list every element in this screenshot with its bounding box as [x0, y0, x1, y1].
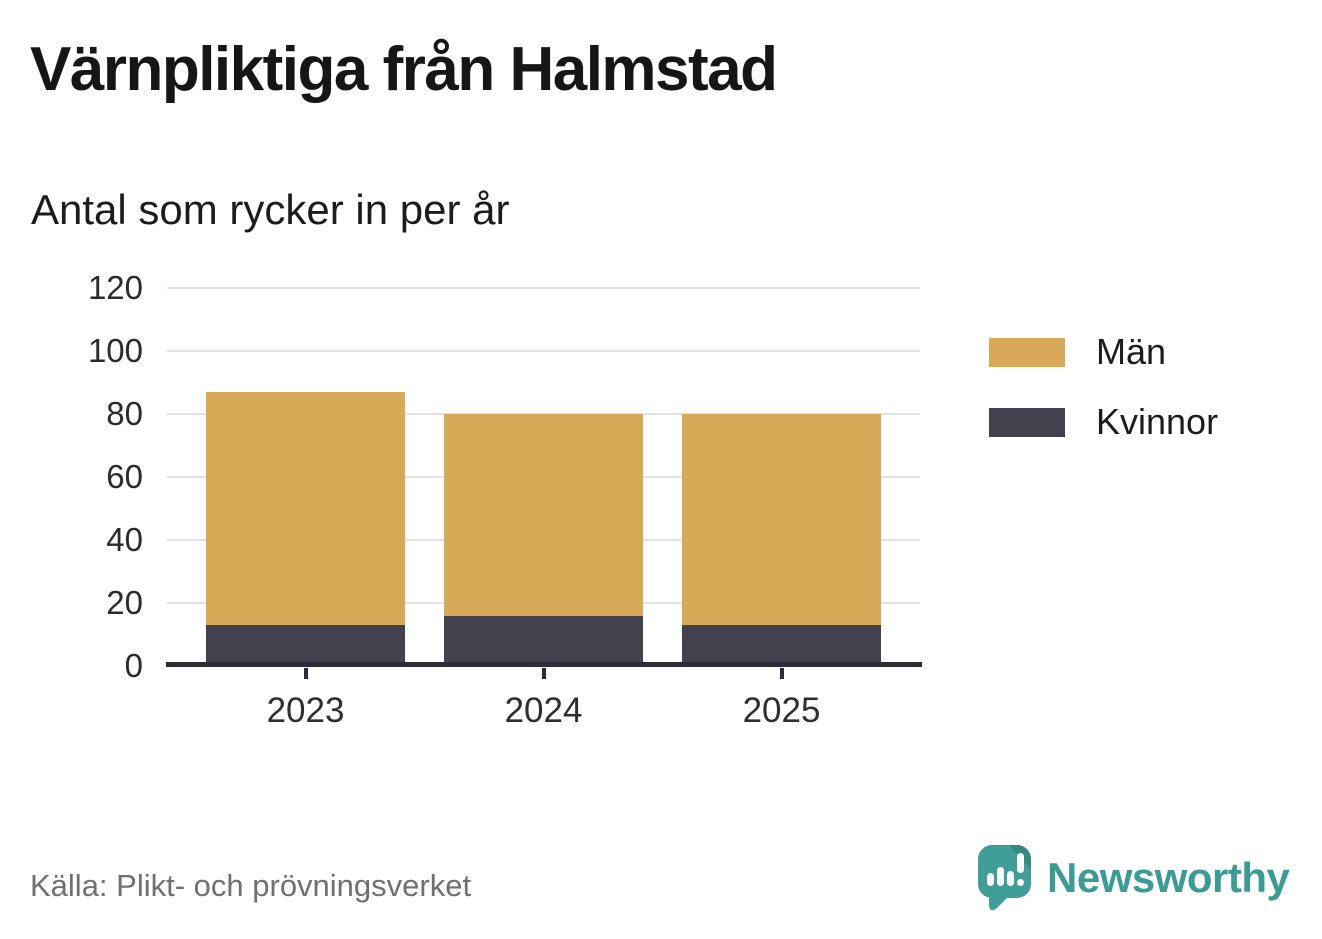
x-axis-tick-2024	[541, 668, 546, 679]
bar-2023-kvinnor	[206, 625, 405, 666]
y-axis-label-100: 100	[87, 332, 143, 369]
legend: Män Kvinnor	[989, 331, 1218, 471]
bar-2025-kvinnor	[682, 625, 881, 666]
source-note: Källa: Plikt- och prövningsverket	[30, 868, 472, 903]
gridline-120	[167, 287, 920, 289]
bar-2025-män	[682, 414, 881, 626]
bar-2024-kvinnor	[444, 615, 643, 666]
x-axis-label-2024: 2024	[504, 691, 583, 730]
y-axis-label-0: 0	[124, 647, 143, 684]
brand-name: Newsworthy	[1047, 854, 1290, 901]
gridline-100	[167, 350, 920, 352]
legend-swatch-män	[989, 337, 1065, 367]
legend-item-män: Män	[989, 331, 1218, 373]
chart-title: Värnpliktiga från Halmstad	[30, 35, 778, 104]
x-axis-tick-2025	[779, 668, 784, 679]
x-axis-line	[166, 662, 922, 667]
x-axis-label-2023: 2023	[266, 691, 345, 730]
x-axis-label-2025: 2025	[742, 691, 821, 730]
y-axis-label-120: 120	[87, 269, 143, 306]
x-axis-tick-2023	[303, 668, 308, 679]
bar-chart-speech-bubble-icon	[978, 845, 1031, 911]
legend-label: Kvinnor	[1096, 401, 1219, 442]
bar-2023-män	[206, 391, 405, 626]
legend-swatch-kvinnor	[989, 407, 1065, 437]
legend-item-kvinnor: Kvinnor	[989, 401, 1218, 443]
y-axis-label-20: 20	[106, 584, 143, 621]
y-axis-label-60: 60	[106, 458, 143, 495]
bar-2024-män	[444, 414, 643, 616]
y-axis-label-40: 40	[106, 521, 143, 558]
y-axis-label-80: 80	[106, 395, 143, 432]
brand-logo: Newsworthy	[976, 843, 1290, 913]
legend-label: Män	[1096, 331, 1167, 372]
chart-subtitle: Antal som rycker in per år	[31, 186, 510, 233]
